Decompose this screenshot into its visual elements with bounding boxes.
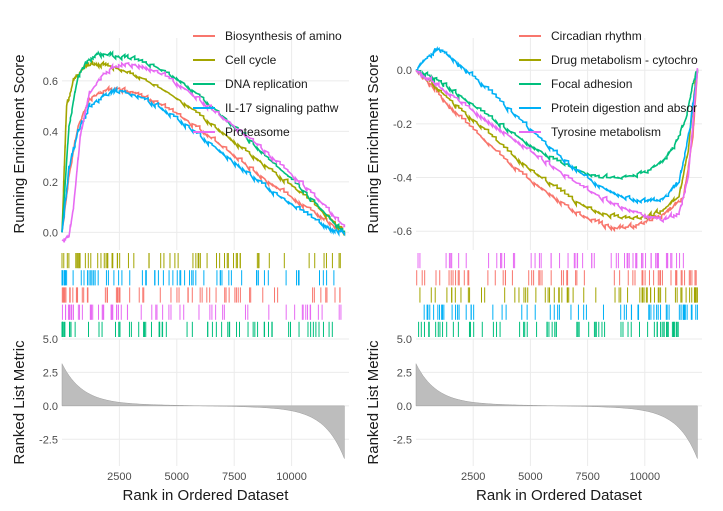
es-line-0: [415, 69, 699, 233]
xtick-label: 10000: [276, 471, 307, 483]
xtick-label: 7500: [575, 471, 599, 483]
xtick-label: 10000: [630, 471, 661, 483]
es-ytick-label: 0.6: [43, 76, 58, 88]
metric-ytick-label: 5.0: [43, 334, 58, 346]
es-line-3: [415, 45, 699, 205]
y-axis-title-metric: Ranked List Metric: [11, 340, 28, 465]
xtick-label: 2500: [461, 471, 485, 483]
legend-label: Tyrosine metabolism: [551, 125, 661, 139]
metric-area: [415, 363, 698, 459]
metric-ytick-label: 0.0: [397, 401, 412, 413]
legend-label: Circadian rhythm: [551, 29, 642, 43]
legend-label: Proteasome: [225, 125, 290, 139]
xtick-label: 5000: [165, 471, 189, 483]
metric-ytick-label: -2.5: [393, 434, 412, 446]
legend-label: Biosynthesis of amino: [225, 29, 342, 43]
es-ytick-label: -0.4: [393, 173, 412, 185]
xtick-label: 5000: [518, 471, 542, 483]
xtick-label: 2500: [107, 471, 131, 483]
x-axis-title: Rank in Ordered Dataset: [123, 487, 290, 504]
es-line-2: [61, 50, 346, 233]
legend-label: Focal adhesion: [551, 77, 632, 91]
legend-label: DNA replication: [225, 77, 308, 91]
metric-ytick-label: 2.5: [43, 367, 58, 379]
metric-ytick-label: 2.5: [397, 367, 412, 379]
x-axis-title: Rank in Ordered Dataset: [476, 487, 643, 504]
legend-label: Drug metabolism - cytochro: [551, 53, 698, 67]
es-ytick-label: 0.4: [43, 126, 58, 138]
y-axis-title-metric: Ranked List Metric: [365, 340, 382, 465]
legend-label: Protein digestion and absor: [551, 101, 697, 115]
y-axis-title-es: Running Enrichment Score: [365, 54, 382, 233]
es-line-4: [61, 61, 346, 243]
es-ytick-label: 0.2: [43, 177, 58, 189]
metric-ytick-label: -2.5: [39, 434, 58, 446]
es-ytick-label: 0.0: [43, 227, 58, 239]
legend-label: Cell cycle: [225, 53, 277, 67]
panel-right: 0.0 -0.2 -0.4 -0.6 5.0 2.5 0.0 -2.5 2500 5000 7500…: [365, 29, 702, 504]
y-axis-title-es: Running Enrichment Score: [11, 54, 28, 233]
panel-left: 0.0 0.2 0.4 0.6 5.0 2.5 0.0 -2.5 2500 5000 7500 100…: [11, 29, 349, 504]
es-ytick-label: -0.2: [393, 119, 412, 131]
xtick-label: 7500: [222, 471, 246, 483]
metric-ytick-label: 5.0: [397, 334, 412, 346]
es-line-1: [415, 69, 699, 221]
es-line-4: [415, 68, 699, 224]
es-ytick-label: -0.6: [393, 226, 412, 238]
es-line-2: [415, 69, 699, 181]
es-ytick-label: 0.0: [397, 65, 412, 77]
metric-ytick-label: 0.0: [43, 401, 58, 413]
legend-label: IL-17 signaling pathw: [225, 101, 339, 115]
metric-area: [61, 363, 345, 459]
